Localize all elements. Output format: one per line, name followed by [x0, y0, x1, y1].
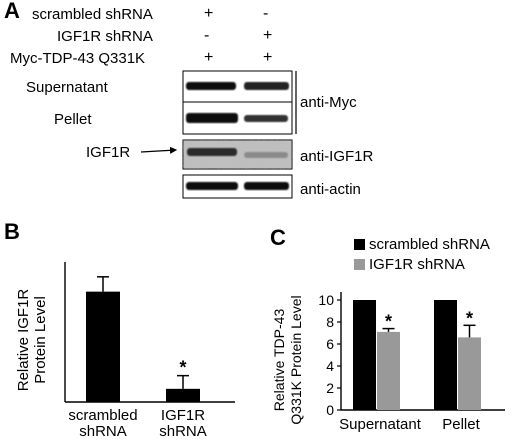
antibody-label-myc: anti-Myc — [300, 94, 357, 111]
lane1-myc-sign: + — [204, 49, 214, 66]
chart-b-significance-1: * — [179, 358, 186, 378]
chart-c-ylabel-line1: Relative TDP-43 — [271, 309, 287, 412]
chart-c-bar-s0-c1 — [434, 300, 457, 410]
chart-c-ytick-label-5: 10 — [318, 292, 334, 308]
chart-c-ytick-label-1: 2 — [326, 380, 334, 396]
lane1-scrambled-sign: + — [204, 5, 214, 22]
panel-c-letter: C — [270, 225, 286, 250]
band-igf1r-lane2 — [244, 152, 288, 158]
panel-b-letter: B — [4, 219, 20, 244]
band-pellet-lane1 — [186, 113, 238, 123]
antibody-label-actin: anti-actin — [300, 181, 361, 198]
lane1-igf1r-sign: - — [204, 27, 210, 44]
band-supernatant-lane1 — [186, 82, 236, 90]
chart-c-ytick-label-2: 4 — [326, 358, 334, 374]
band-actin-lane2 — [244, 182, 289, 190]
chart-b: Relative IGF1R Protein Level * scrambled… — [15, 262, 235, 440]
chart-b-ylabel-line1: Relative IGF1R — [15, 289, 32, 392]
band-pellet-lane2 — [244, 115, 288, 122]
chart-b-xtick-0-line2: shRNA — [79, 423, 127, 440]
chart-c-ytick-label-0: 0 — [326, 402, 334, 418]
chart-c-bar-s1-c0 — [377, 331, 400, 410]
band-actin-lane1 — [186, 182, 238, 190]
chart-c-ytick-label-4: 8 — [326, 314, 334, 330]
chart-c-significance-s1-c0: * — [385, 312, 392, 332]
condition-label-myc-tdp43: Myc-TDP-43 Q331K — [10, 50, 146, 67]
chart-b-xtick-1-line2: shRNA — [159, 423, 207, 440]
chart-b-xtick-1-line1: IGF1R — [161, 407, 205, 424]
antibody-label-igf1r: anti-IGF1R — [300, 148, 374, 165]
lane2-scrambled-sign: - — [263, 5, 269, 22]
chart-b-bar-1 — [166, 388, 200, 402]
lane2-myc-sign: + — [263, 49, 273, 66]
panel-a-letter: A — [4, 0, 20, 23]
chart-c-bar-s1-c1 — [458, 337, 481, 410]
blot-label-igf1r: IGF1R — [86, 144, 131, 161]
condition-label-igf1r: IGF1R shRNA — [57, 28, 153, 45]
chart-c-ytick-label-3: 6 — [326, 336, 334, 352]
chart-c-xtick-supernatant: Supernatant — [339, 416, 422, 433]
chart-c: scrambled shRNA IGF1R shRNA Relative TDP… — [271, 236, 505, 433]
legend-label-scrambled: scrambled shRNA — [369, 236, 490, 253]
chart-b-bar-0 — [86, 291, 120, 402]
chart-b-ylabel-line2: Protein Level — [32, 296, 49, 384]
chart-c-bar-s0-c0 — [353, 300, 376, 410]
blot-myc-group — [182, 70, 297, 135]
chart-c-ylabel-line2: Q331K Protein Level — [288, 295, 304, 424]
legend-swatch-igf1r — [354, 259, 365, 270]
blot-label-supernatant: Supernatant — [26, 79, 108, 96]
band-supernatant-lane2 — [244, 82, 289, 90]
band-igf1r-lane1 — [187, 148, 237, 156]
blot-actin — [182, 174, 293, 199]
blot-igf1r — [140, 139, 293, 170]
chart-b-xtick-0-line1: scrambled — [68, 407, 137, 424]
legend-label-igf1r: IGF1R shRNA — [369, 256, 465, 273]
lane2-igf1r-sign: + — [263, 27, 273, 44]
chart-c-significance-s1-c1: * — [466, 308, 473, 328]
blot-label-pellet: Pellet — [54, 111, 92, 128]
condition-label-scrambled: scrambled shRNA — [32, 6, 153, 23]
legend-swatch-scrambled — [354, 239, 365, 250]
chart-c-xtick-pellet: Pellet — [442, 416, 480, 433]
